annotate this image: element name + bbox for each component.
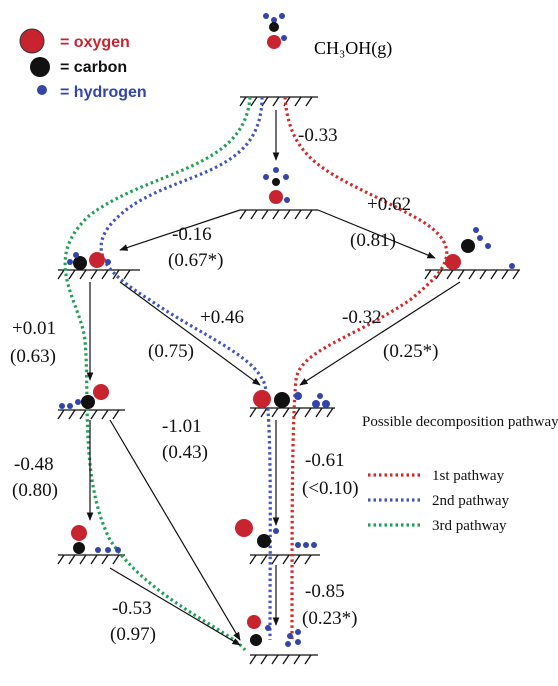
surface-line <box>502 270 508 279</box>
surface-line <box>261 408 267 417</box>
energy: +0.62 <box>367 194 411 215</box>
pathway-label: 1st pathway <box>432 468 505 484</box>
surface-line <box>305 555 311 564</box>
barrier: (0.43) <box>162 442 208 463</box>
surfaces <box>58 97 520 664</box>
energy: +0.46 <box>200 307 244 328</box>
surface-line <box>327 408 333 417</box>
barrier: (0.25*) <box>383 341 438 362</box>
pathway-3-curve <box>65 97 250 650</box>
surface-line <box>294 555 300 564</box>
surface-line <box>283 555 289 564</box>
surface-line <box>58 555 64 564</box>
surface-line <box>283 655 289 664</box>
surface-line <box>91 555 97 564</box>
surface-line <box>102 410 108 419</box>
diagram: = oxygen = carbon = hydrogen CH₃OH(g) -0 <box>0 0 558 686</box>
barrier: (0.23*) <box>302 608 357 629</box>
surface-line <box>458 270 464 279</box>
barrier: (0.80) <box>12 480 58 501</box>
surface-line <box>261 555 267 564</box>
energy: -0.33 <box>298 125 338 146</box>
barrier: (0.75) <box>148 341 194 362</box>
surface-line <box>113 410 119 419</box>
pathway-label: 2nd pathway <box>432 493 510 509</box>
barrier: (0.63) <box>10 346 56 367</box>
surface-line <box>295 210 301 219</box>
surface-line <box>113 555 119 564</box>
surface-line <box>480 270 486 279</box>
gas-label: CH₃OH(g) <box>314 38 392 59</box>
surface-line <box>91 270 97 279</box>
oxygen-icon <box>20 29 44 53</box>
surface-line <box>272 555 278 564</box>
surface-line <box>80 270 86 279</box>
surface-line <box>425 270 431 279</box>
surface-line <box>58 410 64 419</box>
energy: -0.61 <box>305 450 345 471</box>
surface-line <box>58 270 64 279</box>
barrier: (0.81) <box>350 230 396 251</box>
energy: -0.53 <box>112 598 152 619</box>
barrier: (0.97) <box>110 624 156 645</box>
barrier: (0.67*) <box>168 250 223 271</box>
surface-line <box>91 410 97 419</box>
surface-line <box>491 270 497 279</box>
surface-line <box>251 97 257 106</box>
surface-line <box>273 210 279 219</box>
surface-line <box>240 210 246 219</box>
surface-line <box>272 655 278 664</box>
surface-line <box>240 97 246 106</box>
surface-line <box>273 97 279 106</box>
gas-molecule <box>263 13 287 49</box>
surface-line <box>102 270 108 279</box>
surface-line <box>513 270 519 279</box>
surface-line <box>250 655 256 664</box>
energy: -0.32 <box>342 307 382 328</box>
surface-line <box>69 410 75 419</box>
surface-line <box>80 555 86 564</box>
surface-line <box>261 655 267 664</box>
pathway-label: 3rd pathway <box>432 518 507 534</box>
surface-line <box>262 210 268 219</box>
surface-line <box>250 408 256 417</box>
hydrogen-icon <box>37 85 47 95</box>
energy: -0.16 <box>172 224 212 245</box>
surface-line <box>305 655 311 664</box>
surface-line <box>251 210 257 219</box>
energy: -1.01 <box>162 416 202 437</box>
surface-line <box>124 270 130 279</box>
surface-line <box>283 408 289 417</box>
surface-line <box>272 408 278 417</box>
energy: -0.48 <box>14 454 54 475</box>
pathways-title: Possible decomposition pathways: <box>362 414 558 430</box>
surface-line <box>447 270 453 279</box>
surface-line <box>250 555 256 564</box>
surface-line <box>69 270 75 279</box>
legend-carbon: = carbon <box>60 59 127 76</box>
surface-line <box>69 555 75 564</box>
legend-hydrogen: = hydrogen <box>60 84 147 101</box>
energy: +0.01 <box>12 318 56 339</box>
carbon-icon <box>30 57 50 77</box>
surface-line <box>102 555 108 564</box>
surface-line <box>316 408 322 417</box>
legend-oxygen: = oxygen <box>60 34 130 51</box>
surface-line <box>306 210 312 219</box>
energy: -0.85 <box>305 581 345 602</box>
surface-line <box>306 97 312 106</box>
surface-line <box>80 410 86 419</box>
surface-line <box>284 210 290 219</box>
surface-line <box>294 655 300 664</box>
surface-line <box>295 97 301 106</box>
molecules <box>59 167 515 647</box>
surface-line <box>305 408 311 417</box>
surface-line <box>469 270 475 279</box>
barrier: (<0.10) <box>302 478 359 499</box>
